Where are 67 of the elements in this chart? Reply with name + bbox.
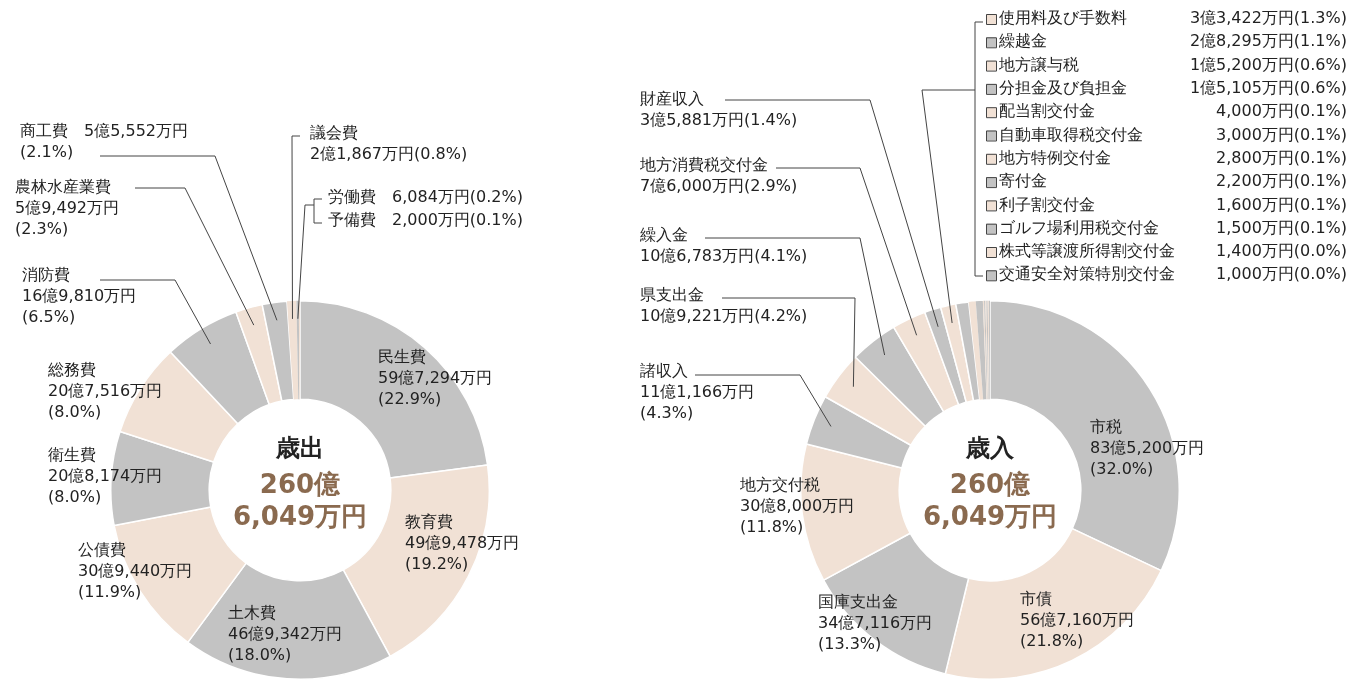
data-label: 3億3,422万円(1.3%) bbox=[1189, 8, 1347, 28]
data-label: 20億7,516万円(8.0%) bbox=[48, 381, 163, 422]
slice-label: 商工費 5億5,552万円(2.1%) bbox=[20, 121, 188, 162]
data-label: 56億7,160万円(21.8%) bbox=[1020, 610, 1135, 651]
slice-label: 国庫支出金 bbox=[818, 592, 898, 612]
data-label: 34億7,116万円(13.3%) bbox=[818, 613, 933, 654]
data-label: 3,000万円(0.1%) bbox=[1216, 124, 1347, 144]
slice-label: 労働費 6,084万円(0.2%) bbox=[328, 187, 523, 207]
legend-label: 株式等譲渡所得割交付金 bbox=[998, 241, 1175, 261]
slice-label: 地方交付税 bbox=[739, 475, 820, 495]
legend-label: 配当割交付金 bbox=[999, 101, 1095, 121]
slice-label: 県支出金 bbox=[640, 285, 704, 305]
slice-label: 議会費 bbox=[310, 123, 358, 143]
slice-label: 予備費 2,000万円(0.1%) bbox=[328, 210, 523, 230]
slice-label: 総務費 bbox=[47, 360, 96, 380]
data-label: 10億9,221万円(4.2%) bbox=[640, 306, 808, 326]
data-label: 5億9,492万円(2.3%) bbox=[15, 198, 119, 239]
data-label: 16億9,810万円(6.5%) bbox=[22, 286, 137, 327]
legend-label: 分担金及び負担金 bbox=[999, 78, 1127, 98]
text: 歳出 bbox=[275, 434, 324, 463]
text: 260億6,049万円 bbox=[922, 468, 1058, 531]
data-label: 3億5,881万円(1.4%) bbox=[640, 110, 798, 130]
legend-label: 寄付金 bbox=[999, 171, 1047, 191]
data-label: 2億8,295万円(1.1%) bbox=[1189, 31, 1347, 51]
data-label: 7億6,000万円(2.9%) bbox=[640, 176, 798, 196]
data-label: 11億1,166万円(4.3%) bbox=[640, 382, 755, 423]
data-label: 2,800万円(0.1%) bbox=[1216, 147, 1347, 167]
slice-label: 消防費 bbox=[22, 265, 70, 285]
slice-label: 市税 bbox=[1090, 417, 1122, 437]
slice-label: 衛生費 bbox=[48, 445, 96, 465]
data-label: 1億5,200万円(0.6%) bbox=[1189, 54, 1347, 74]
data-label: 59億7,294万円(22.9%) bbox=[378, 368, 493, 409]
data-label: 30億9,440万円(11.9%) bbox=[78, 561, 193, 602]
slice-label: 土木費 bbox=[228, 603, 276, 623]
slice-label: 市債 bbox=[1020, 589, 1052, 609]
legend-label: 交通安全対策特別交付金 bbox=[999, 264, 1175, 284]
data-label: 1,500万円(0.1%) bbox=[1216, 217, 1347, 237]
data-label: 20億8,174万円(8.0%) bbox=[48, 466, 163, 507]
legend-label: 自動車取得税交付金 bbox=[999, 124, 1143, 144]
slice-label: 諸収入 bbox=[640, 361, 688, 381]
slice-label: 財産収入 bbox=[640, 89, 704, 109]
slice-label: 民生費 bbox=[378, 347, 426, 367]
data-label: 2,200万円(0.1%) bbox=[1216, 171, 1347, 191]
legend-label: ゴルフ場利用税交付金 bbox=[999, 217, 1159, 237]
legend-label: 地方特例交付金 bbox=[998, 147, 1111, 167]
legend-label: 利子割交付金 bbox=[999, 194, 1095, 214]
legend-label: 繰越金 bbox=[998, 31, 1047, 51]
data-label: 30億8,000万円(11.8%) bbox=[740, 496, 855, 537]
data-label: 10億6,783万円(4.1%) bbox=[640, 246, 808, 266]
data-label: 83億5,200万円(32.0%) bbox=[1090, 438, 1205, 479]
legend-label: 使用料及び手数料 bbox=[999, 8, 1127, 28]
data-label: 46億9,342万円(18.0%) bbox=[228, 624, 343, 665]
legend-label: 地方譲与税 bbox=[998, 54, 1079, 74]
slice-label: 地方消費税交付金 bbox=[639, 155, 768, 175]
text: 1,000万円(0.0%) bbox=[1216, 264, 1347, 284]
data-label: 2億1,867万円(0.8%) bbox=[310, 144, 468, 164]
slice-label: 教育費 bbox=[405, 512, 453, 532]
slice-label: 農林水産業費 bbox=[15, 177, 111, 197]
slice-label: 繰入金 bbox=[639, 225, 688, 245]
slice-label: 公債費 bbox=[78, 540, 126, 560]
text: 1,400万円(0.0%) bbox=[1216, 241, 1347, 261]
text: 歳入 bbox=[965, 434, 1015, 463]
data-label: 1,600万円(0.1%) bbox=[1216, 194, 1347, 214]
text: 260億6,049万円 bbox=[232, 468, 368, 531]
data-label: 49億9,478万円(19.2%) bbox=[405, 533, 520, 574]
data-label: 4,000万円(0.1%) bbox=[1216, 101, 1347, 121]
data-label: 1億5,105万円(0.6%) bbox=[1189, 78, 1347, 98]
